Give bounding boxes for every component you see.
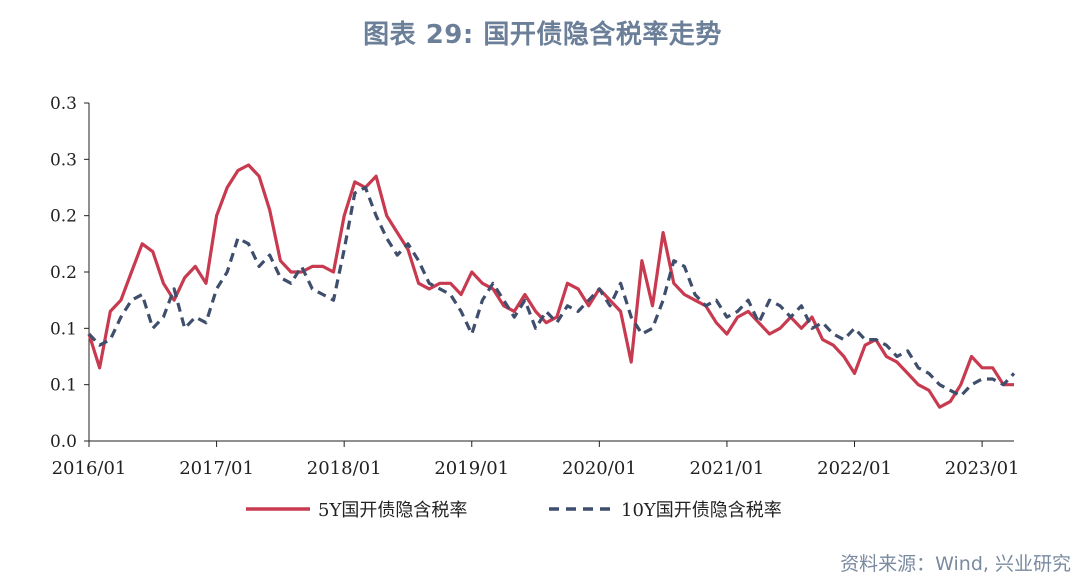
x-tick-label: 2017/01	[179, 458, 254, 479]
x-tick-label: 2020/01	[562, 458, 637, 479]
source-note: 资料来源：Wind, 兴业研究	[840, 553, 1071, 575]
chart-title: 图表 29: 国开债隐含税率走势	[363, 20, 722, 50]
series-10y-line	[87, 185, 1016, 398]
x-tick-label: 2023/01	[945, 458, 1020, 479]
y-tick-label: 0.1	[50, 319, 77, 339]
chart-axes: 0.0 0.1 0.1 0.2 0.2 0.3 0.3 2016/01 2017/01 2018/…	[50, 94, 1020, 479]
y-tick-label: 0.2	[50, 263, 77, 283]
series-5y-line	[87, 163, 1014, 409]
y-tick-label: 0.1	[50, 376, 77, 396]
y-tick-label: 0.2	[50, 207, 77, 227]
plot-area	[87, 163, 1016, 409]
legend-label-10y: 10Y国开债隐含税率	[621, 500, 782, 521]
y-tick-label: 0.3	[50, 150, 77, 170]
x-tick-label: 2022/01	[817, 458, 892, 479]
y-tick-label: 0.3	[50, 94, 77, 114]
x-tick-label: 2018/01	[307, 458, 382, 479]
x-tick-label: 2016/01	[52, 458, 127, 479]
legend-label-5y: 5Y国开债隐含税率	[318, 500, 467, 521]
chart-legend: 5Y国开债隐含税率 10Y国开债隐含税率	[246, 500, 782, 521]
x-tick-label: 2021/01	[690, 458, 765, 479]
x-tick-label: 2019/01	[434, 458, 509, 479]
y-tick-label: 0.0	[50, 432, 77, 452]
